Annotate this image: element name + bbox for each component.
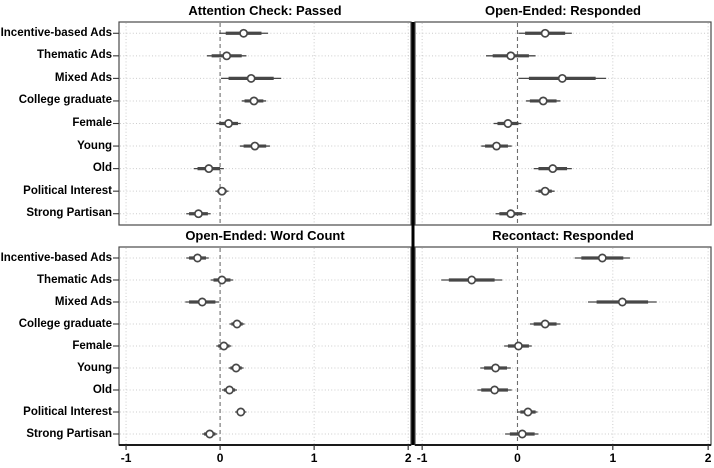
row-label: Female: [72, 339, 112, 352]
point-marker: [217, 186, 227, 196]
point-marker: [506, 51, 516, 61]
point-marker: [491, 363, 501, 373]
x-tick-label: -1: [416, 451, 428, 465]
point-marker: [193, 253, 202, 263]
row-label: Mixed Ads: [54, 295, 112, 308]
x-tick-label: 1: [609, 451, 617, 465]
panel-title-bottom-right: Recontact: Responded: [492, 228, 634, 243]
point-marker: [232, 319, 242, 329]
row-label: Strong Partisan: [26, 207, 112, 220]
x-tick-label: -1: [120, 451, 132, 465]
row-label: Political Interest: [23, 405, 112, 418]
point-marker: [548, 164, 558, 174]
row-label: Young: [77, 361, 112, 374]
point-marker: [197, 297, 207, 307]
row-label: College graduate: [18, 317, 112, 330]
point-marker: [205, 429, 215, 439]
point-marker: [597, 253, 607, 263]
row-label: Strong Partisan: [26, 427, 112, 440]
point-marker: [224, 119, 234, 128]
row-label: Thematic Ads: [37, 49, 112, 62]
row-label: Incentive-based Ads: [0, 251, 112, 264]
panel-border: [414, 21, 712, 226]
x-tick-label: 0: [514, 451, 521, 465]
point-marker: [225, 385, 234, 395]
panel-title-top-right: Open-Ended: Responded: [485, 3, 641, 18]
row-label: Thematic Ads: [37, 273, 112, 286]
point-marker: [249, 96, 259, 106]
point-marker: [217, 275, 227, 285]
point-marker: [231, 363, 241, 373]
point-marker: [467, 275, 477, 285]
row-label: Old: [92, 383, 112, 396]
point-marker: [239, 28, 249, 38]
point-marker: [492, 141, 501, 151]
point-marker: [617, 297, 627, 307]
point-marker: [540, 319, 550, 329]
point-marker: [219, 341, 229, 351]
point-marker: [204, 164, 214, 174]
x-tick-label: 2: [404, 451, 412, 465]
row-label: Political Interest: [23, 184, 112, 197]
point-marker: [523, 407, 533, 417]
row-label: Incentive-based Ads: [0, 26, 112, 39]
point-marker: [540, 28, 550, 38]
point-marker: [250, 141, 260, 151]
panel-title-top-left: Attention Check: Passed: [188, 3, 342, 18]
point-marker: [538, 96, 548, 106]
point-marker: [503, 119, 513, 128]
point-marker: [236, 407, 246, 417]
row-label: Female: [72, 117, 112, 129]
row-label: Mixed Ads: [54, 71, 112, 84]
row-label: College graduate: [18, 94, 112, 107]
row-label: Young: [77, 139, 112, 152]
point-marker: [513, 341, 523, 351]
x-tick-label: 2: [704, 451, 712, 465]
panel-title-bottom-left: Open-Ended: Word Count: [185, 228, 345, 243]
x-tick-label: 0: [216, 451, 224, 465]
point-marker: [540, 186, 550, 196]
row-label: Old: [92, 162, 112, 175]
point-marker: [517, 429, 527, 439]
point-marker: [194, 209, 203, 219]
point-marker: [246, 73, 256, 83]
x-tick-label: 1: [310, 451, 318, 465]
point-marker: [557, 73, 567, 83]
point-marker: [490, 385, 500, 395]
point-marker: [506, 209, 516, 219]
point-marker: [222, 51, 232, 61]
